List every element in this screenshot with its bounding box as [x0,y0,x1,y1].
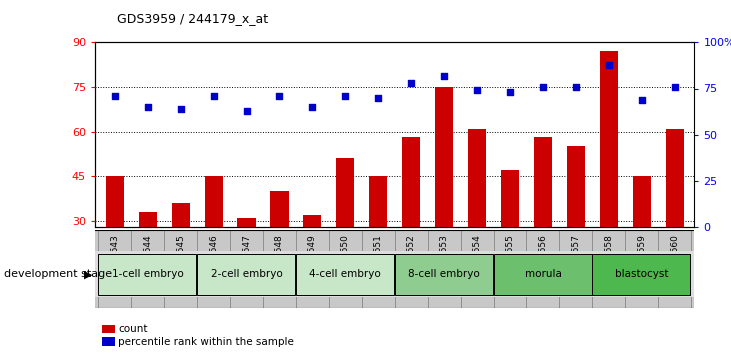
Point [669,84,681,90]
Point [273,93,285,99]
Bar [395,253,493,295]
Bar [402,137,420,227]
Point [504,89,516,95]
Text: GSM456646: GSM456646 [209,234,218,289]
Bar [197,253,295,295]
Point [339,93,351,99]
Text: 2-cell embryo: 2-cell embryo [211,269,282,279]
Bar [592,253,691,295]
Bar [633,176,651,227]
Point [636,97,648,102]
Bar [468,129,486,227]
Text: GSM456655: GSM456655 [506,234,515,289]
Bar [303,215,322,227]
Text: GSM456654: GSM456654 [472,234,482,289]
Text: GSM456650: GSM456650 [341,234,350,289]
Point [570,84,582,90]
Text: blastocyst: blastocyst [615,269,669,279]
Text: 1-cell embryo: 1-cell embryo [112,269,183,279]
Text: GSM456653: GSM456653 [439,234,449,289]
Text: 8-cell embryo: 8-cell embryo [409,269,480,279]
Text: GSM456658: GSM456658 [605,234,613,289]
Text: percentile rank within the sample: percentile rank within the sample [118,337,295,347]
Text: GSM456645: GSM456645 [176,234,185,289]
Bar [599,51,618,227]
Text: GSM456657: GSM456657 [572,234,580,289]
Bar [296,253,394,295]
Bar [99,253,197,295]
Point [537,84,549,90]
Bar [172,203,190,227]
Bar [567,147,585,227]
Bar [369,176,387,227]
Text: 4-cell embryo: 4-cell embryo [309,269,381,279]
Bar [666,129,683,227]
Point [208,93,219,99]
Text: morula: morula [525,269,561,279]
Text: GSM456656: GSM456656 [539,234,548,289]
Text: GSM456643: GSM456643 [110,234,119,289]
Bar [435,87,453,227]
Text: development stage: development stage [4,269,112,279]
Bar [336,158,355,227]
Bar [238,218,256,227]
Text: count: count [118,324,148,334]
Point [142,104,154,110]
Text: GSM456660: GSM456660 [670,234,679,289]
Bar [270,191,289,227]
Bar [501,170,519,227]
Bar [493,253,591,295]
Bar [139,212,156,227]
Text: GSM456648: GSM456648 [275,234,284,289]
Bar [106,176,124,227]
Point [175,106,186,112]
Point [603,62,615,67]
Text: GSM456649: GSM456649 [308,234,317,289]
Bar [205,176,223,227]
Point [439,73,450,79]
Text: GSM456644: GSM456644 [143,234,152,289]
Text: GSM456647: GSM456647 [242,234,251,289]
Point [240,108,252,113]
Text: GSM456651: GSM456651 [374,234,383,289]
Point [471,87,483,93]
Bar [534,137,552,227]
Point [406,80,417,86]
Text: GSM456659: GSM456659 [637,234,646,289]
Text: GDS3959 / 244179_x_at: GDS3959 / 244179_x_at [117,12,268,25]
Text: ▶: ▶ [84,269,93,279]
Text: GSM456652: GSM456652 [406,234,416,289]
Point [372,95,384,101]
Point [109,93,121,99]
Point [306,104,318,110]
